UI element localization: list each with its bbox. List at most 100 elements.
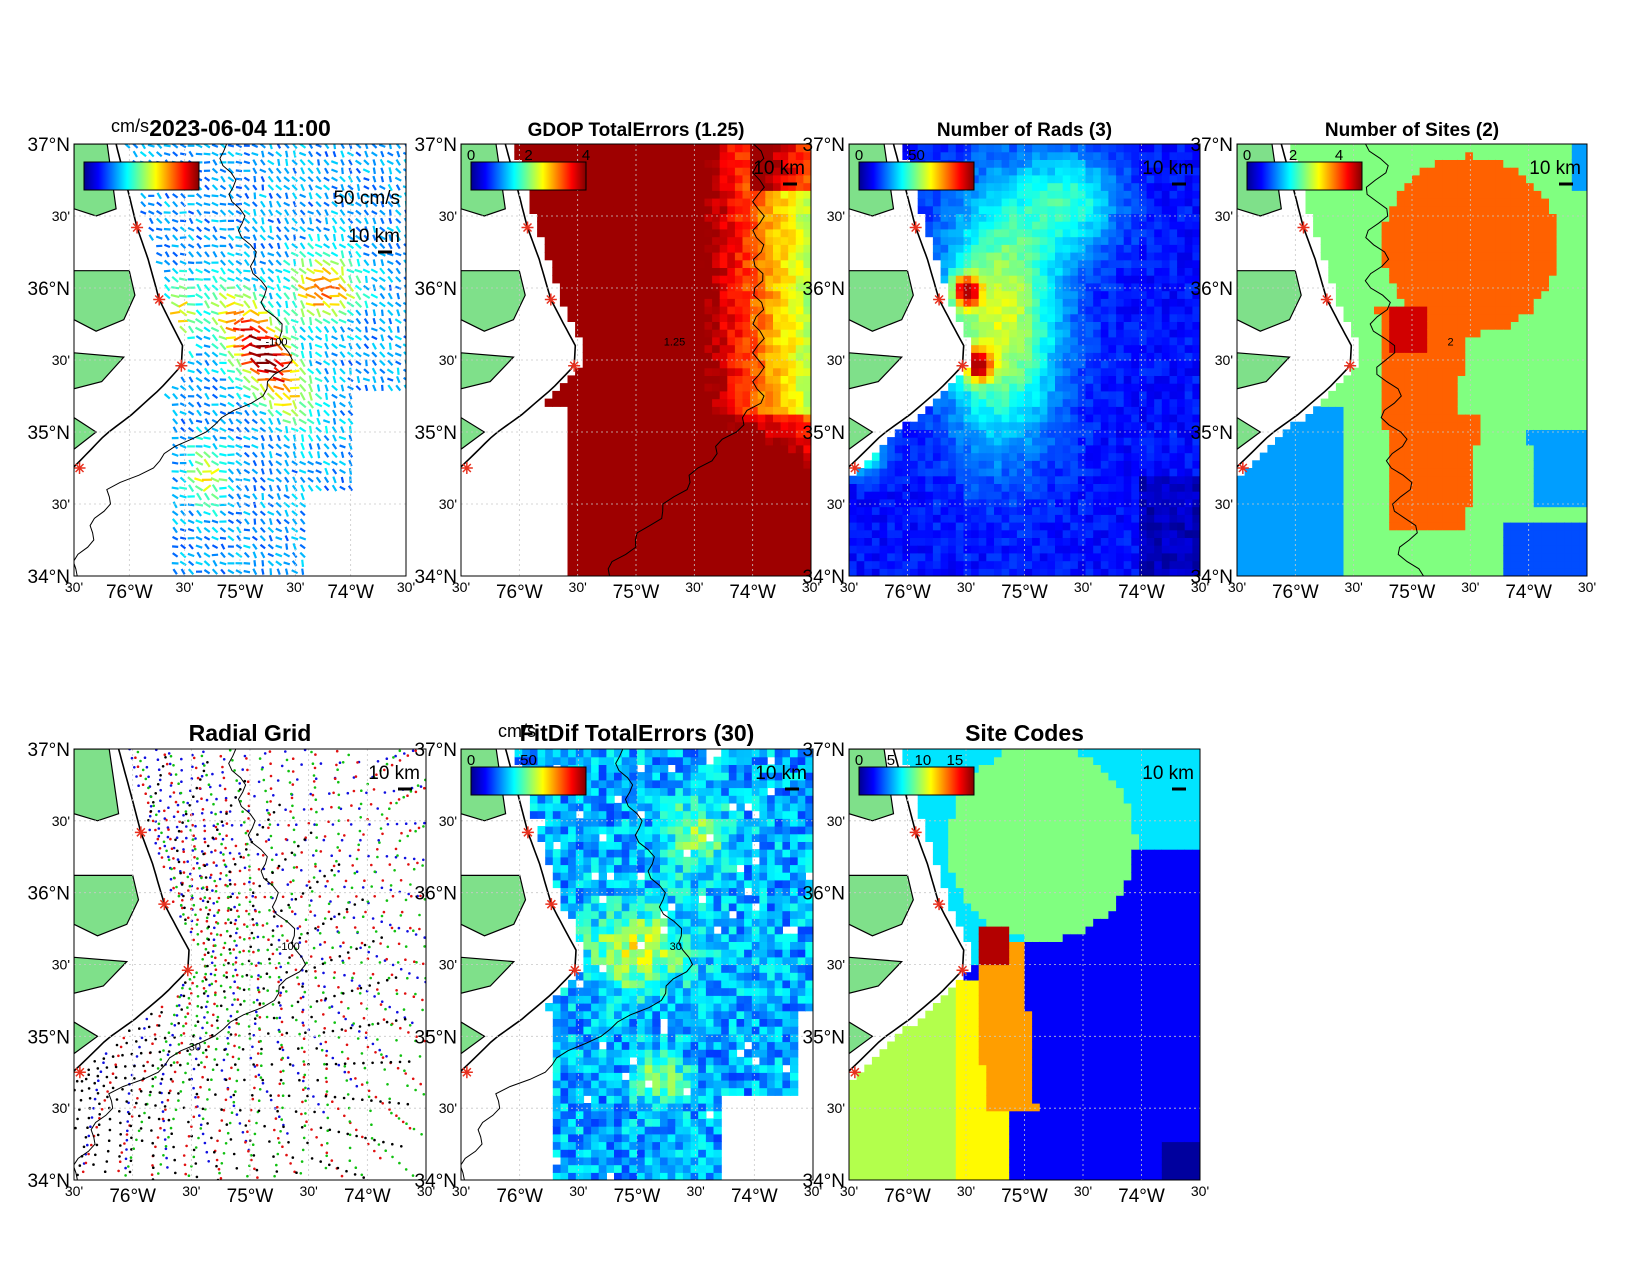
- heatmap-cell: [1047, 475, 1056, 484]
- heatmap-cell: [582, 468, 591, 477]
- heatmap-cell: [1116, 244, 1125, 253]
- heatmap-cell: [986, 468, 995, 477]
- current-vector: [355, 209, 362, 216]
- heatmap-cell: [1108, 244, 1117, 253]
- heatmap-cell: [689, 444, 698, 454]
- heatmap-cell: [986, 159, 995, 168]
- current-vector: [299, 501, 307, 508]
- current-vector: [380, 175, 385, 183]
- heatmap-cell: [879, 444, 888, 454]
- heatmap-cell: [780, 568, 789, 576]
- heatmap-cell: [1009, 360, 1018, 369]
- heatmap-cell: [917, 568, 926, 576]
- heatmap-cell: [1062, 275, 1071, 284]
- heatmap-cell: [932, 444, 942, 454]
- heatmap-cell: [704, 190, 713, 199]
- heatmap-cell: [651, 228, 660, 238]
- heatmap-cell: [1016, 336, 1026, 346]
- heatmap-cell: [620, 545, 629, 554]
- heatmap-cell: [727, 329, 736, 338]
- heatmap-cell: [902, 537, 911, 546]
- current-vector: [402, 252, 406, 256]
- heatmap-cell: [917, 190, 926, 199]
- heatmap-cell: [1055, 252, 1064, 261]
- heatmap-cell: [605, 213, 614, 222]
- heatmap-cell: [742, 336, 751, 346]
- heatmap-cell: [1016, 437, 1026, 446]
- heatmap-cell: [696, 406, 706, 415]
- heatmap-cell: [742, 568, 751, 576]
- heatmap-cell: [575, 221, 584, 230]
- heatmap-cell: [955, 529, 964, 538]
- heatmap-cell: [902, 468, 911, 477]
- current-vector: [179, 469, 187, 474]
- current-vector: [179, 551, 187, 559]
- current-vector: [203, 560, 211, 567]
- heatmap-cell: [734, 437, 744, 446]
- heatmap-cell: [567, 313, 576, 322]
- heatmap-cell: [1108, 506, 1117, 515]
- heatmap-cell: [628, 306, 637, 315]
- current-vector: [259, 543, 266, 550]
- current-vector: [235, 252, 243, 257]
- heatmap-cell: [590, 167, 599, 176]
- heatmap-cell: [955, 406, 964, 415]
- heatmap-cell: [955, 545, 964, 554]
- current-vector: [388, 217, 393, 225]
- current-vector: [227, 167, 235, 174]
- heatmap-cell: [750, 182, 759, 191]
- heatmap-cell: [590, 290, 599, 299]
- heatmap-cell: [613, 429, 622, 438]
- heatmap-cell: [757, 352, 766, 361]
- current-vector: [387, 334, 394, 341]
- heatmap-cell: [643, 483, 652, 492]
- current-vector: [156, 217, 163, 225]
- heatmap-cell: [864, 552, 873, 562]
- current-vector: [187, 410, 195, 416]
- heatmap-cell: [910, 552, 919, 562]
- heatmap-cell: [559, 236, 569, 245]
- heatmap-cell: [613, 452, 622, 461]
- current-vector: [195, 419, 203, 424]
- heatmap-cell: [582, 252, 591, 261]
- heatmap-cell: [971, 452, 980, 461]
- current-vector: [323, 159, 330, 166]
- heatmap-cell: [994, 298, 1003, 307]
- heatmap-cell: [628, 344, 637, 353]
- heatmap-cell: [971, 221, 980, 230]
- current-vector: [308, 150, 314, 158]
- heatmap-cell: [788, 506, 797, 515]
- x-tick-label: 75°W: [217, 582, 264, 603]
- heatmap-cell: [932, 529, 942, 538]
- heatmap-cell: [773, 444, 782, 454]
- current-vector: [290, 343, 299, 350]
- heatmap-cell: [590, 213, 599, 222]
- heatmap-cell: [955, 282, 964, 292]
- heatmap-cell: [1062, 383, 1071, 392]
- heatmap-cell: [1039, 282, 1048, 292]
- heatmap-cell: [757, 259, 766, 268]
- y-tick-label: 35°N: [28, 423, 70, 444]
- heatmap-cell: [1032, 429, 1041, 438]
- heatmap-cell: [856, 545, 865, 554]
- current-vector: [274, 326, 283, 333]
- current-vector: [340, 359, 345, 367]
- heatmap-cell: [704, 344, 713, 353]
- current-vector: [170, 294, 180, 299]
- heatmap-cell: [780, 522, 789, 531]
- heatmap-cell: [994, 174, 1003, 184]
- heatmap-cell: [666, 159, 675, 168]
- heatmap-cell: [559, 190, 569, 199]
- heatmap-cell: [940, 522, 949, 531]
- heatmap-cell: [1016, 267, 1026, 276]
- heatmap-cell: [605, 275, 614, 284]
- heatmap-cell: [1032, 483, 1041, 492]
- current-vector: [315, 476, 322, 484]
- heatmap-cell: [925, 228, 934, 238]
- heatmap-cell: [1001, 475, 1010, 484]
- heatmap-cell: [651, 483, 660, 492]
- heatmap-cell: [1024, 444, 1033, 454]
- current-vector: [171, 403, 179, 406]
- current-vector: [363, 343, 370, 350]
- heatmap-cell: [636, 167, 645, 176]
